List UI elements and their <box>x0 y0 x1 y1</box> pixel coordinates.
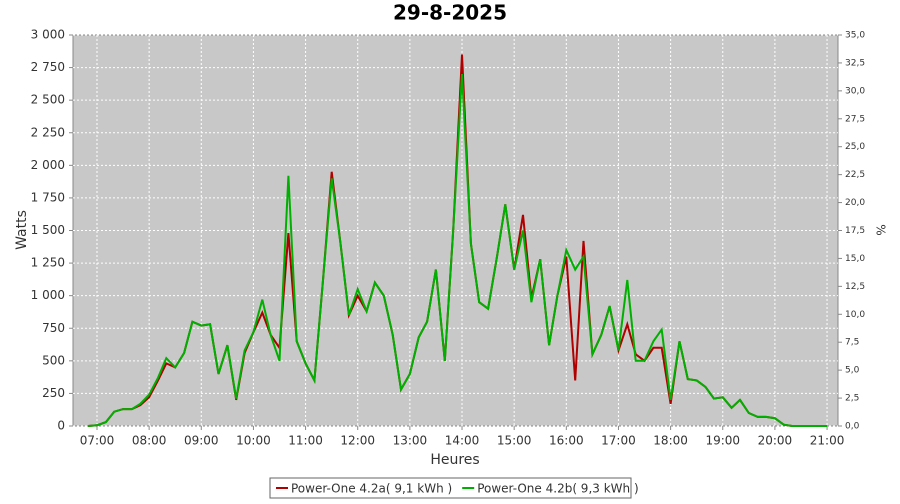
y-tick-label: 1 750 <box>31 190 65 204</box>
x-axis-label: Heures <box>430 452 479 468</box>
y2-tick-label: 27,5 <box>845 114 865 124</box>
y2-tick-label: 22,5 <box>845 170 865 180</box>
y-tick-label: 2 000 <box>31 158 65 172</box>
y2-tick-label: 20,0 <box>845 198 865 208</box>
x-tick-label: 20:00 <box>758 434 793 448</box>
y-tick-label: 1 250 <box>31 256 65 270</box>
y-tick-label: 1 500 <box>31 223 65 237</box>
y2-tick-label: 17,5 <box>845 226 865 236</box>
x-tick-label: 14:00 <box>445 434 480 448</box>
y-tick-label: 2 750 <box>31 60 65 74</box>
x-tick-label: 17:00 <box>601 434 636 448</box>
y2-tick-label: 5,0 <box>845 366 860 376</box>
y2-tick-label: 2,5 <box>845 394 859 404</box>
y2-tick-label: 25,0 <box>845 142 865 152</box>
x-tick-label: 12:00 <box>340 434 375 448</box>
y2-tick-label: 15,0 <box>845 254 865 264</box>
x-tick-label: 07:00 <box>80 434 115 448</box>
x-tick-label: 10:00 <box>236 434 271 448</box>
legend-label: Power-One 4.2a( 9,1 kWh ) <box>291 482 452 496</box>
y2-tick-label: 0,0 <box>845 422 860 432</box>
x-tick-label: 15:00 <box>497 434 532 448</box>
y-axis-label: Watts <box>14 210 30 250</box>
y-tick-label: 500 <box>42 353 65 367</box>
x-tick-label: 08:00 <box>132 434 167 448</box>
x-tick-label: 16:00 <box>549 434 584 448</box>
y-tick-label: 250 <box>42 386 65 400</box>
y-tick-label: 2 500 <box>31 93 65 107</box>
y-tick-label: 750 <box>42 321 65 335</box>
y2-tick-label: 10,0 <box>845 310 865 320</box>
x-tick-label: 13:00 <box>393 434 428 448</box>
chart-title: 29-8-2025 <box>393 1 507 25</box>
legend-label: Power-One 4.2b( 9,3 kWh ) <box>477 482 638 496</box>
x-tick-label: 11:00 <box>288 434 323 448</box>
y-tick-label: 3 000 <box>31 28 65 42</box>
y2-tick-label: 32,5 <box>845 58 865 68</box>
y2-tick-label: 30,0 <box>845 86 865 96</box>
y2-tick-label: 7,5 <box>845 338 859 348</box>
series-line <box>88 74 827 427</box>
x-tick-label: 21:00 <box>810 434 845 448</box>
x-tick-label: 09:00 <box>184 434 219 448</box>
legend <box>269 477 632 499</box>
y-tick-label: 0 <box>57 419 65 433</box>
y2-axis-label: % <box>874 224 888 235</box>
y-tick-label: 1 000 <box>31 288 65 302</box>
y2-tick-label: 12,5 <box>845 282 865 292</box>
x-tick-label: 18:00 <box>653 434 688 448</box>
y2-tick-label: 35,0 <box>845 31 865 41</box>
x-tick-label: 19:00 <box>705 434 740 448</box>
y-tick-label: 2 250 <box>31 125 65 139</box>
